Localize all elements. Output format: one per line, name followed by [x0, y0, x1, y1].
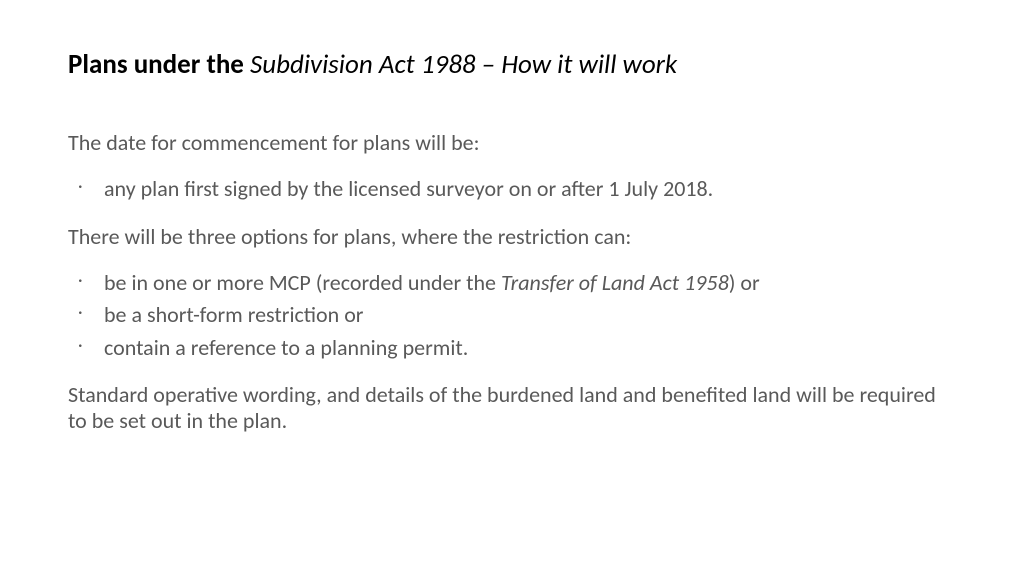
- item-text-italic: Transfer of Land Act 1958: [501, 269, 729, 296]
- item-text-pre: be in one or more MCP (recorded under th…: [104, 269, 501, 296]
- bullet-list-2: be in one or more MCP (recorded under th…: [68, 269, 956, 363]
- list-item: be in one or more MCP (recorded under th…: [68, 269, 956, 298]
- item-text-post: ) or: [729, 269, 760, 296]
- list-item: be a short-form restriction or: [68, 301, 956, 330]
- intro-paragraph: The date for commencement for plans will…: [68, 129, 956, 157]
- list-item: contain a reference to a planning permit…: [68, 334, 956, 363]
- list-item: any plan first signed by the licensed su…: [68, 175, 956, 204]
- bullet-list-1: any plan first signed by the licensed su…: [68, 175, 956, 204]
- closing-paragraph: Standard operative wording, and details …: [68, 382, 956, 433]
- slide-title: Plans under the Subdivision Act 1988 – H…: [68, 48, 956, 81]
- options-paragraph: There will be three options for plans, w…: [68, 223, 956, 251]
- title-bold-part: Plans under the: [68, 48, 250, 81]
- title-italic-part: Subdivision Act 1988 – How it will work: [250, 48, 677, 81]
